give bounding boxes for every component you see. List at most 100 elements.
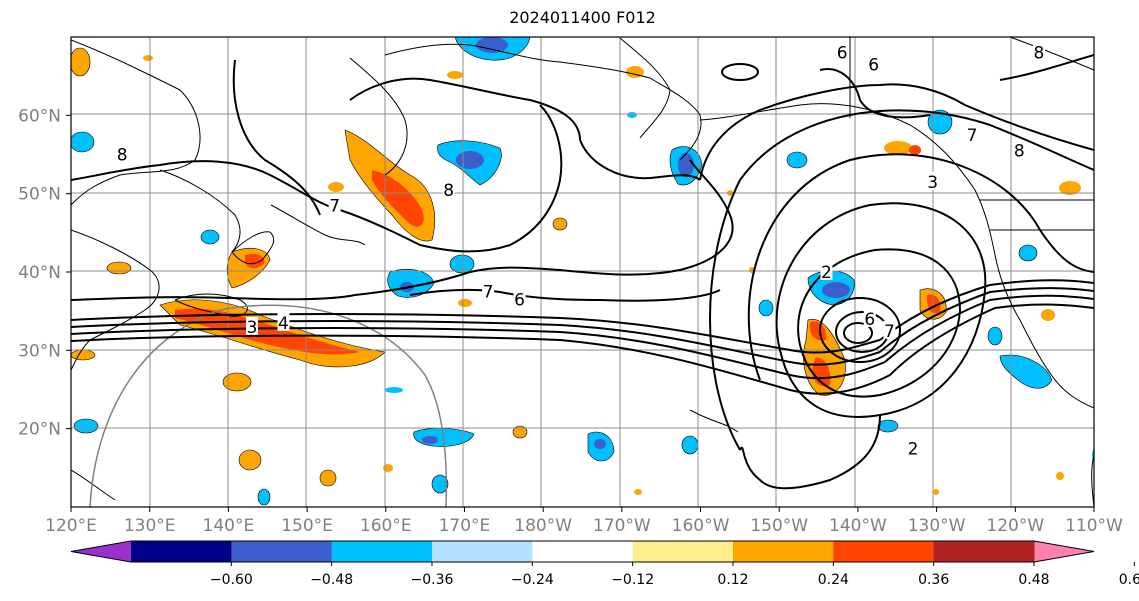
negative-anomaly-region xyxy=(431,474,449,494)
positive-anomaly-region xyxy=(106,261,132,275)
contour-label: 4 xyxy=(278,314,289,334)
colorbar-tick-label: −0.24 xyxy=(511,572,554,588)
contour-label: 8 xyxy=(1034,44,1045,64)
x-tick-label: 150°W xyxy=(750,516,808,536)
positive-anomaly-region xyxy=(512,425,528,439)
colorbar-tick-label: −0.12 xyxy=(611,572,654,588)
colorbar-tick-label: −0.36 xyxy=(411,572,454,588)
contour-label: 7 xyxy=(329,196,340,216)
positive-anomaly-region xyxy=(175,308,360,355)
positive-anomaly-region xyxy=(933,489,939,495)
contour-label: 3 xyxy=(927,173,938,193)
negative-anomaly-region xyxy=(627,112,637,118)
colorbar-tick-label: 0.60 xyxy=(1119,572,1139,588)
contour-label-backdrop xyxy=(867,54,880,73)
contour-label: 8 xyxy=(443,181,454,201)
lat-lon-grid xyxy=(71,37,1094,507)
colorbar-extend-min xyxy=(71,541,132,562)
contour-label: 6 xyxy=(837,44,848,64)
negative-anomaly-region xyxy=(476,37,508,53)
contour-label: 8 xyxy=(117,146,128,166)
positive-anomaly-region xyxy=(552,217,568,231)
positive-anomaly-region xyxy=(71,349,96,361)
x-tick-label: 130°W xyxy=(908,516,966,536)
colorbar-swatch xyxy=(532,541,634,562)
y-tick-label: 30°N xyxy=(18,341,61,361)
contour-label-backdrop xyxy=(277,312,290,331)
x-tick-label: 110°W xyxy=(1065,516,1123,536)
negative-anomaly-region xyxy=(987,326,1003,346)
positive-anomaly-region xyxy=(884,141,912,155)
colorbar-tick-label: 0.24 xyxy=(818,572,849,588)
contour-label: 6 xyxy=(868,55,879,75)
x-tick-label: 120°E xyxy=(45,516,97,536)
range-circle xyxy=(89,304,448,507)
negative-anomaly-region xyxy=(681,435,699,455)
colorbar-tick-label: 0.36 xyxy=(918,572,949,588)
x-tick-label: 150°E xyxy=(281,516,333,536)
contour-label: 8 xyxy=(1014,142,1025,162)
contour-label: 3 xyxy=(247,318,258,338)
positive-anomaly-region xyxy=(1041,309,1055,321)
colorbar-swatch xyxy=(131,541,232,562)
colorbar-swatch xyxy=(231,541,333,562)
negative-anomaly-region xyxy=(594,439,606,449)
positive-anomaly-region xyxy=(143,55,153,61)
colorbar-extend-max xyxy=(1033,541,1094,562)
contour-label-backdrop xyxy=(513,289,526,308)
x-tick-label: 170°E xyxy=(439,516,491,536)
contour-label: 2 xyxy=(821,263,832,283)
contour-label-backdrop xyxy=(1013,140,1026,159)
positive-anomaly-region xyxy=(1059,181,1081,195)
colorbar-outline xyxy=(70,540,1095,563)
positive-anomaly-region xyxy=(222,372,252,392)
contour-label: 7 xyxy=(483,283,494,303)
colorbar-swatch xyxy=(933,541,1035,562)
positive-anomaly-region xyxy=(458,299,472,307)
contour-label-backdrop xyxy=(245,316,258,335)
contour-label-backdrop xyxy=(442,179,455,198)
contour-label-backdrop xyxy=(926,171,939,190)
y-tick-label: 50°N xyxy=(18,185,61,205)
contour-lines xyxy=(71,54,1094,490)
map-title: 2024011400 F012 xyxy=(509,8,656,27)
positive-anomaly-region xyxy=(319,469,337,487)
contour-label-backdrop xyxy=(328,195,341,214)
y-tick-label: 40°N xyxy=(18,263,61,283)
contour-label-backdrop xyxy=(907,438,920,457)
x-tick-label: 180°W xyxy=(514,516,572,536)
colorbar: −0.60 −0.48 −0.36 −0.24 −0.12 0.12 0.24 0.36 0.4… xyxy=(70,540,1139,588)
negative-anomaly-region xyxy=(422,436,438,444)
negative-anomaly-region xyxy=(999,354,1053,389)
positive-anomaly-region xyxy=(634,489,642,495)
positive-anomaly-region xyxy=(245,254,265,269)
colorbar-swatch xyxy=(833,541,935,562)
negative-anomaly-region xyxy=(456,151,484,169)
x-tick-label: 140°E xyxy=(203,516,255,536)
negative-anomaly-region xyxy=(877,419,899,433)
contour-label: 6 xyxy=(864,310,875,330)
x-tick-label: 170°W xyxy=(593,516,651,536)
contour-label-backdrop xyxy=(482,281,495,300)
colorbar-swatch xyxy=(331,541,433,562)
positive-anomaly-region xyxy=(447,71,463,79)
x-tick-label: 120°W xyxy=(986,516,1044,536)
contour-label-backdrop xyxy=(116,144,129,163)
negative-anomaly-region xyxy=(927,109,953,135)
contour-label: 7 xyxy=(884,322,895,342)
contour-label-backdrop xyxy=(836,42,849,61)
x-tick-label: 140°W xyxy=(829,516,887,536)
negative-anomaly-region xyxy=(1018,244,1038,262)
negative-anomaly-region xyxy=(786,151,808,169)
x-tick-label: 160°W xyxy=(672,516,730,536)
x-tick-label: 130°E xyxy=(124,516,176,536)
coastlines xyxy=(71,37,1094,507)
negative-anomaly-region xyxy=(200,229,220,245)
y-tick-label: 20°N xyxy=(18,420,61,440)
colorbar-swatch xyxy=(632,541,734,562)
negative-anomaly-region xyxy=(822,282,850,298)
positive-anomaly-region xyxy=(328,182,344,192)
x-axis-ticks: 120°E 130°E 140°E 150°E 160°E 170°E 180°W 170°W… xyxy=(45,507,1123,536)
negative-anomaly-region xyxy=(758,299,774,317)
